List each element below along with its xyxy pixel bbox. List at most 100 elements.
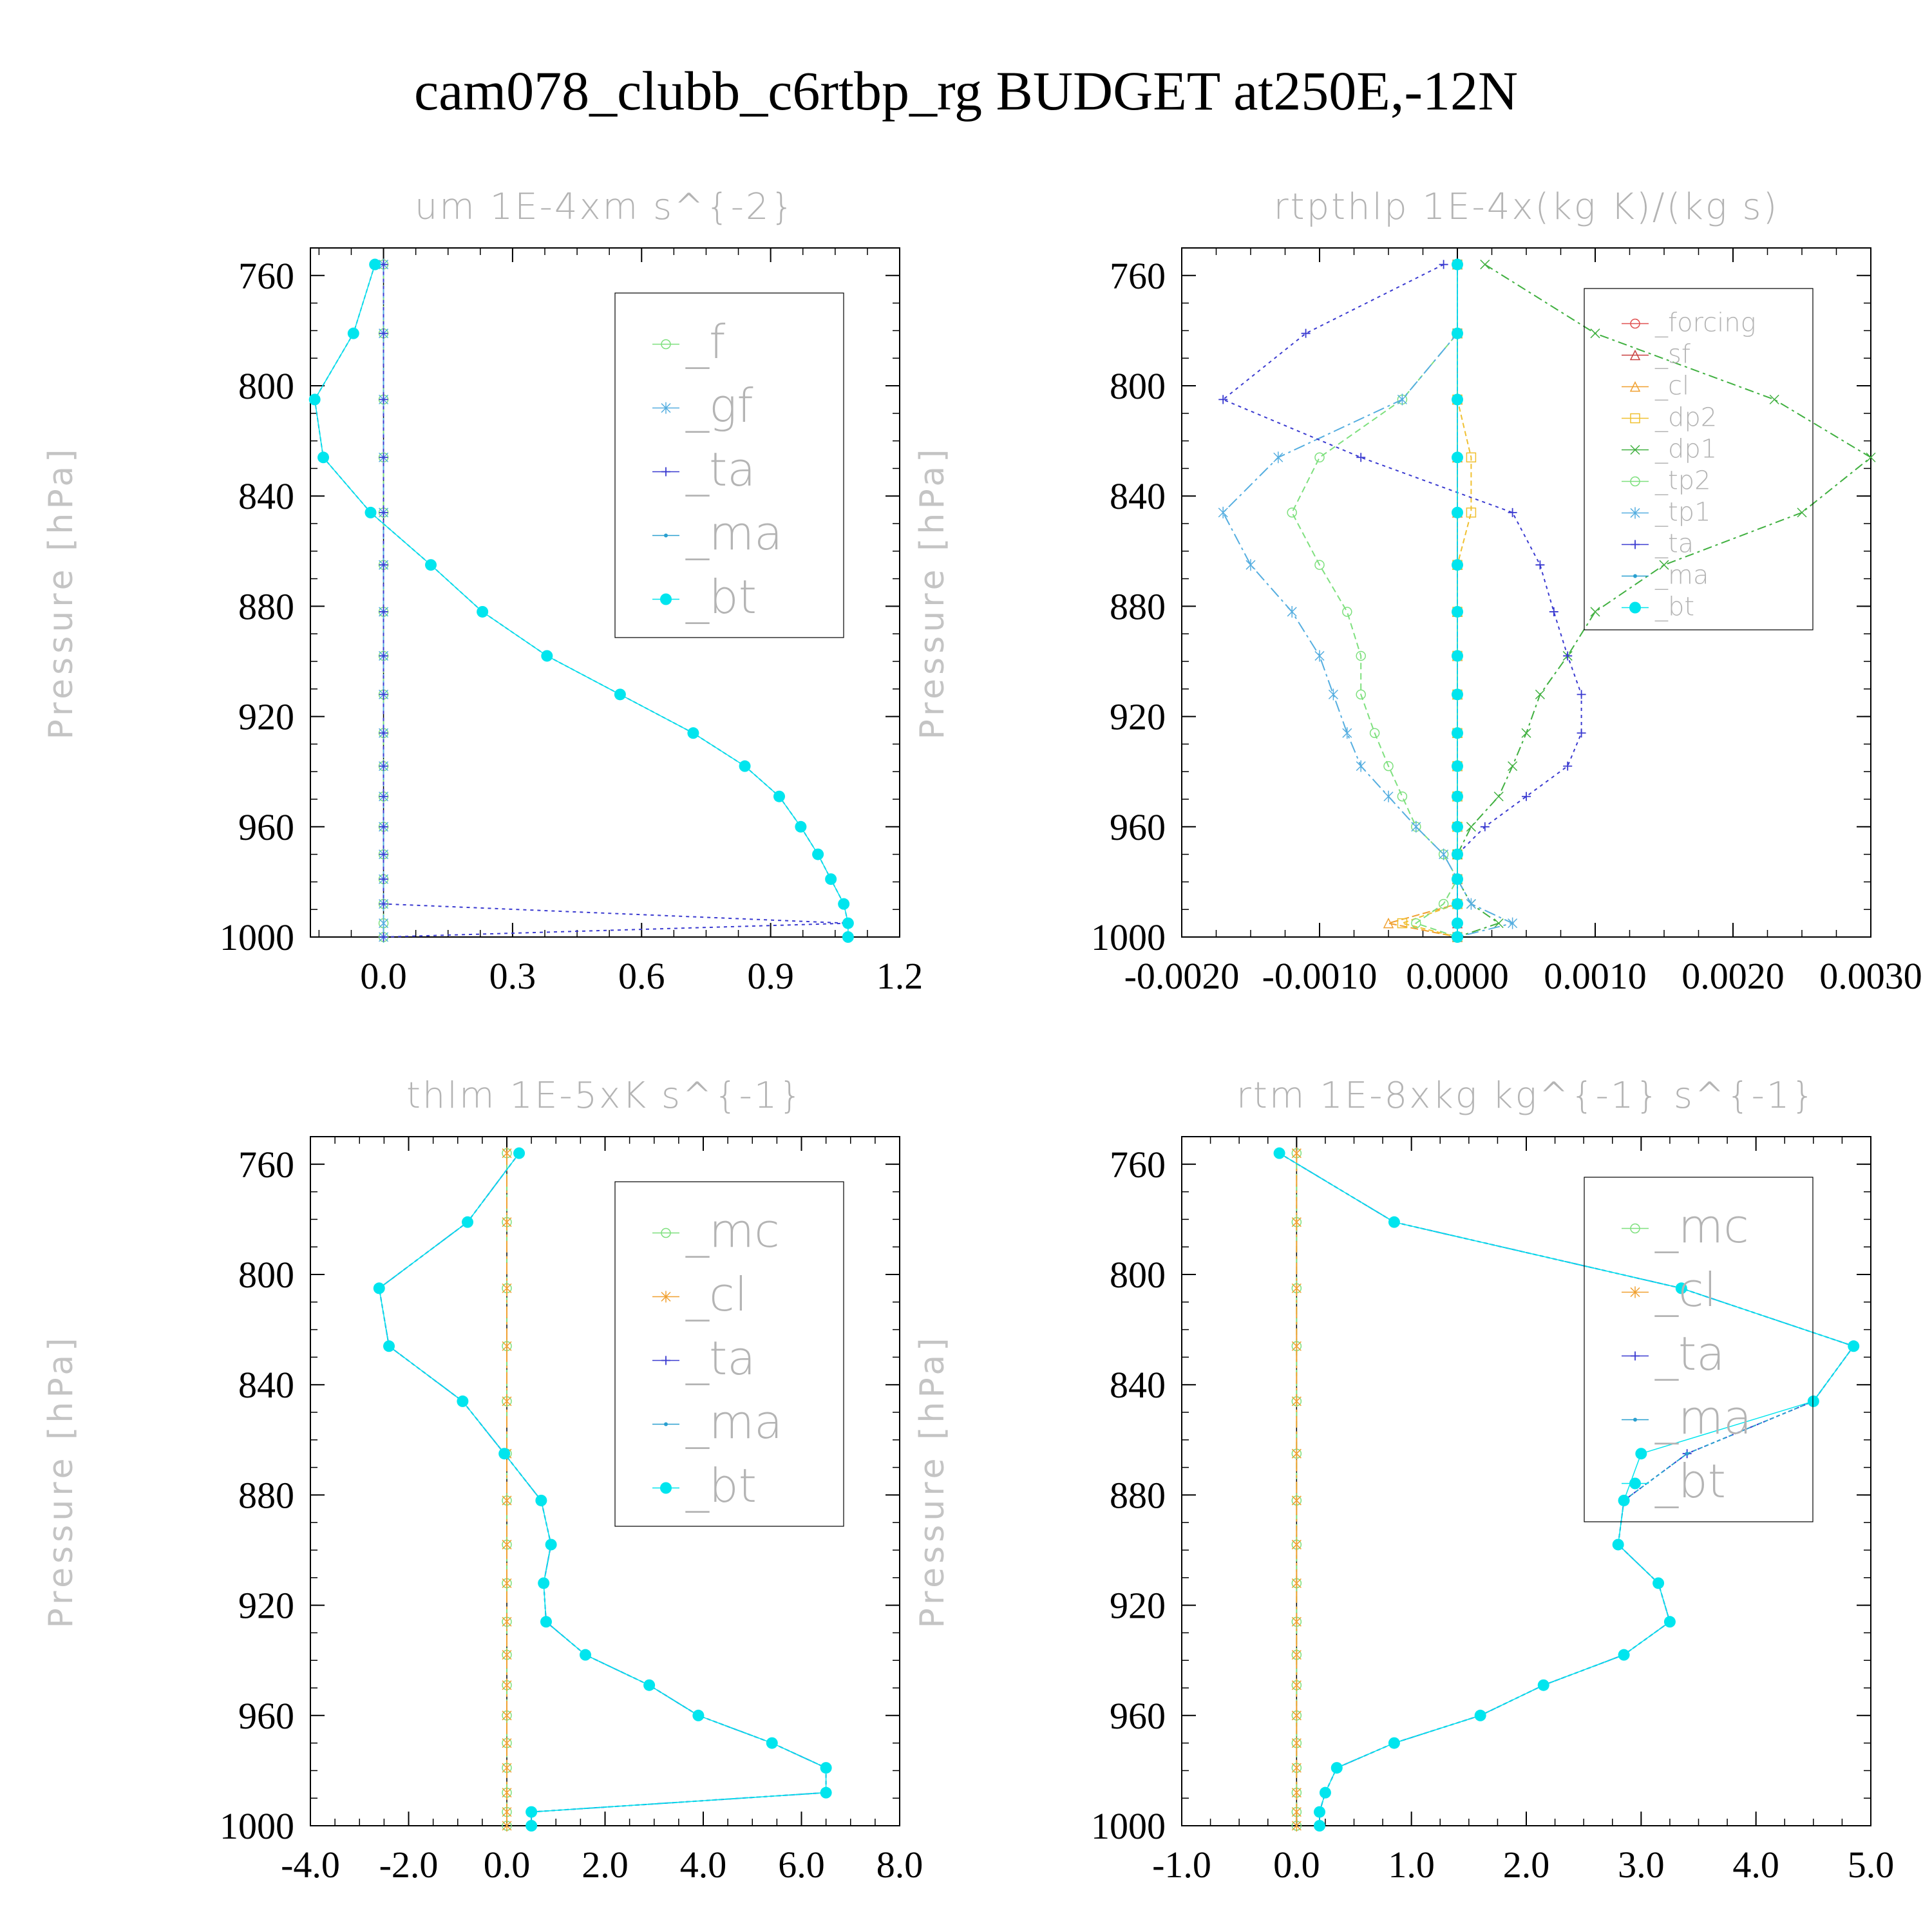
y-tick-label: 960 xyxy=(238,806,294,848)
legend-marker xyxy=(1629,601,1641,614)
legend-marker xyxy=(1629,381,1641,392)
data-point xyxy=(535,1494,547,1506)
data-point xyxy=(513,1147,526,1159)
legend-box xyxy=(1584,288,1814,630)
data-point xyxy=(766,1737,778,1749)
data-point xyxy=(825,873,837,886)
y-tick-label: 800 xyxy=(238,1254,294,1296)
data-point xyxy=(820,1786,832,1799)
data-point xyxy=(1291,1820,1302,1832)
series-bt xyxy=(1452,258,1463,943)
x-tick-label: 0.0020 xyxy=(1681,955,1785,997)
y-tick-label: 760 xyxy=(238,1144,294,1186)
data-point xyxy=(1291,1147,1302,1159)
data-point xyxy=(383,1340,395,1352)
data-point xyxy=(773,790,785,802)
legend-label: _bt xyxy=(685,1459,757,1513)
data-point xyxy=(317,451,330,464)
series-line xyxy=(1279,1152,1855,1826)
chart-panel-1: um 1E-4xm s^{-2} Pressure [hPa] 760 800 840 8… xyxy=(42,186,923,997)
y-tick-label: 1000 xyxy=(1091,1805,1166,1847)
y-tick-label: 880 xyxy=(1110,585,1166,627)
data-point xyxy=(1452,258,1463,270)
data-point xyxy=(838,898,850,910)
x-tick-label: 1.2 xyxy=(876,955,923,997)
data-point xyxy=(1273,451,1283,464)
data-point xyxy=(1577,690,1586,699)
legend-label: _ta xyxy=(1654,1327,1725,1381)
data-point xyxy=(379,849,388,859)
data-point xyxy=(739,760,751,772)
data-point xyxy=(1493,791,1504,802)
data-point xyxy=(1452,393,1463,406)
legend-marker xyxy=(1631,540,1640,549)
data-point xyxy=(1218,506,1228,518)
data-point xyxy=(502,1709,512,1721)
data-point xyxy=(1549,607,1558,616)
x-tick-label: 0.0 xyxy=(360,955,407,997)
y-axis-label: Pressure [hPa] xyxy=(913,446,952,740)
data-point xyxy=(687,727,699,739)
data-point xyxy=(1537,1679,1549,1691)
series-line xyxy=(314,264,849,937)
x-tick-label: 2.0 xyxy=(1503,1844,1550,1886)
legend-marker xyxy=(1633,1417,1637,1422)
y-tick-label: 960 xyxy=(1110,1695,1166,1737)
data-point xyxy=(1452,327,1463,339)
x-tick-label: 8.0 xyxy=(876,1844,923,1886)
data-point xyxy=(1452,506,1463,518)
data-point xyxy=(842,931,854,943)
data-point xyxy=(379,791,388,801)
x-tick-label: -1.0 xyxy=(1152,1844,1211,1886)
legend-label: _mc xyxy=(1654,1199,1749,1253)
series-bt xyxy=(373,1147,832,1832)
data-point xyxy=(1356,760,1366,772)
x-tick-label: 0.6 xyxy=(618,955,665,997)
panel-title: thlm 1E-5xK s^{-1} xyxy=(406,1075,804,1117)
data-point xyxy=(1356,453,1366,462)
data-point xyxy=(1291,1577,1302,1589)
data-point xyxy=(502,1679,512,1691)
legend-label: _cl xyxy=(685,1267,748,1321)
legend: _mc _cl _ta _ma _bt xyxy=(1584,1177,1814,1522)
x-tick-label: 0.0010 xyxy=(1544,955,1647,997)
legend-marker xyxy=(1630,444,1640,455)
legend-marker xyxy=(664,1422,668,1426)
data-point xyxy=(1452,820,1463,833)
data-point xyxy=(1287,507,1297,518)
legend-label: _ta xyxy=(685,442,755,497)
legend-label: _f xyxy=(685,315,726,369)
y-tick-label: 880 xyxy=(238,1474,294,1516)
data-point xyxy=(1480,822,1490,831)
y-tick-label: 960 xyxy=(238,1695,294,1737)
data-point xyxy=(1563,651,1573,661)
y-tick-label: 960 xyxy=(1110,806,1166,848)
data-point xyxy=(1218,395,1228,404)
data-point xyxy=(1291,1709,1302,1721)
data-point xyxy=(1653,1577,1665,1589)
data-point xyxy=(538,1577,550,1589)
series-line xyxy=(1291,264,1459,938)
legend-label: _ma xyxy=(685,1395,782,1449)
data-point xyxy=(347,327,359,339)
data-point xyxy=(1563,761,1573,771)
data-point xyxy=(308,393,321,406)
series-tp1 xyxy=(1218,258,1518,943)
data-point xyxy=(1452,451,1463,464)
legend-label: _ma xyxy=(1654,561,1709,591)
data-point xyxy=(1452,898,1463,910)
legend: _mc _cl _ta _ma _bt xyxy=(614,1181,844,1527)
data-point xyxy=(1388,1216,1400,1228)
legend-marker xyxy=(1630,476,1640,487)
data-point xyxy=(502,1216,512,1228)
data-point xyxy=(462,1216,473,1228)
data-point xyxy=(1452,848,1463,860)
legend-marker xyxy=(1630,507,1640,519)
legend-label: _tp2 xyxy=(1654,466,1711,496)
y-tick-label: 760 xyxy=(238,255,294,297)
data-point xyxy=(379,651,388,661)
data-point xyxy=(1493,918,1504,929)
series-cl xyxy=(1383,259,1463,942)
data-point xyxy=(1411,918,1421,929)
